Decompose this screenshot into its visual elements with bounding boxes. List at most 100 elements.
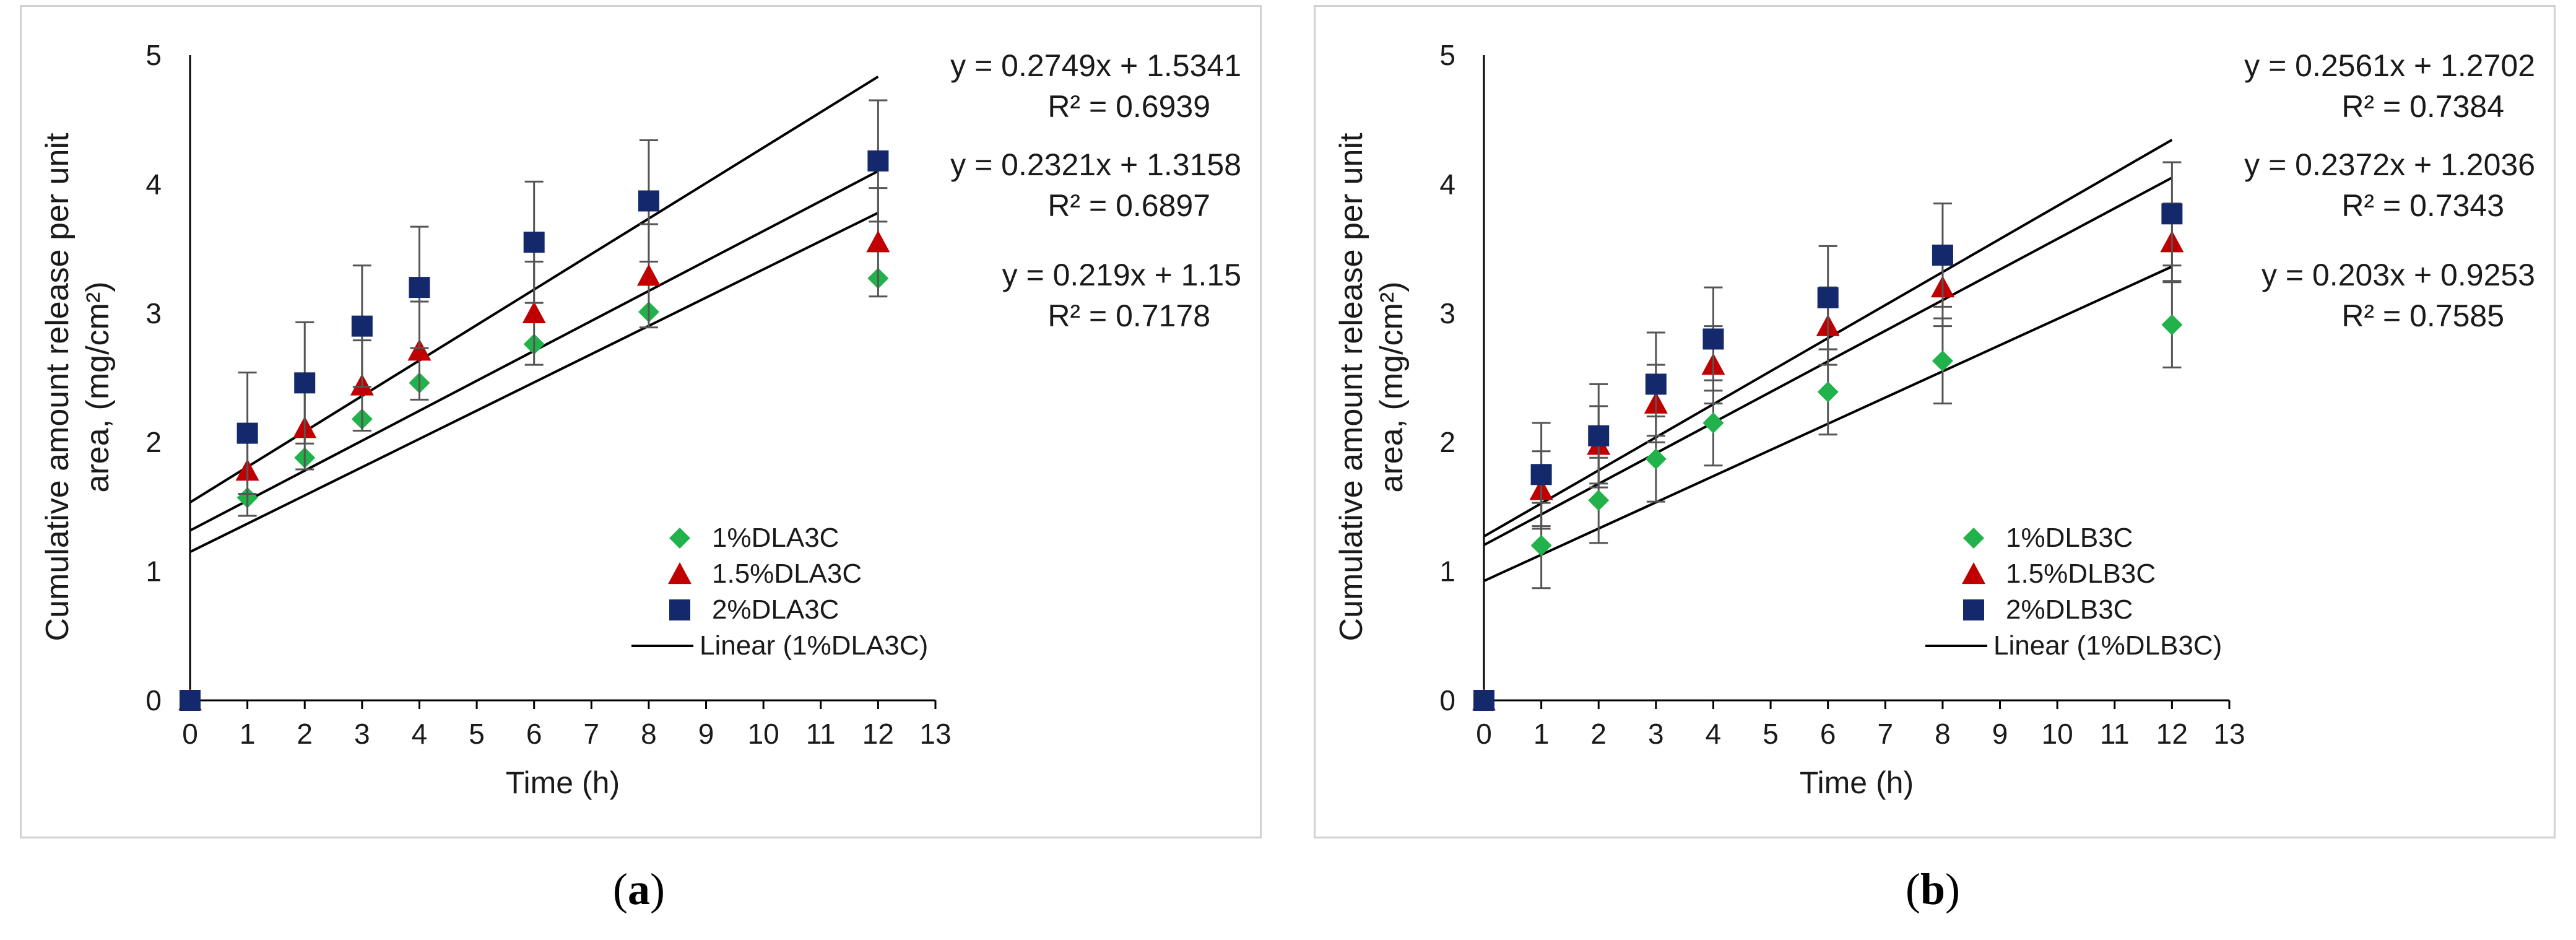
legend-label-2: 1.5%DLA3C — [712, 559, 862, 589]
data-point-diamond — [1530, 534, 1552, 556]
data-point-diamond — [1817, 381, 1839, 403]
trendline-equation-1: y = 0.2561x + 1.2702 — [2244, 48, 2535, 83]
trendline-r2-3: R² = 0.7178 — [1047, 298, 1210, 333]
x-tick-label: 7 — [584, 718, 600, 750]
legend-marker-3 — [669, 599, 690, 620]
data-point-triangle — [407, 339, 432, 361]
x-tick-label: 1 — [1533, 718, 1550, 750]
data-point-diamond — [1932, 350, 1953, 372]
data-point-square — [1702, 328, 1724, 350]
x-tick-label: 2 — [297, 718, 313, 750]
x-tick-label: 9 — [1992, 718, 2008, 750]
x-tick-label: 7 — [1878, 718, 1894, 750]
y-tick-label: 1 — [1439, 555, 1455, 588]
y-tick-label: 3 — [145, 297, 162, 329]
y-axis-title-line2: area, (mg/cm²) — [1374, 282, 1410, 493]
data-point-square — [2161, 203, 2183, 225]
data-point-diamond — [1588, 489, 1610, 511]
x-tick-label: 0 — [1476, 718, 1492, 750]
x-tick-label: 1 — [240, 718, 256, 750]
chart-panel-b: 0 1 2 3 4 5 6 7 8 9 10 11 12 13 0 1 2 3 4 5 Time (h) Cumulati… — [1314, 5, 2556, 838]
x-tick-label: 2 — [1590, 718, 1607, 750]
series-3 — [180, 99, 889, 711]
x-tick-label: 5 — [1763, 718, 1779, 750]
data-point-diamond — [1645, 448, 1667, 470]
data-point-square — [351, 315, 373, 337]
trendline-equation-3: y = 0.203x + 0.9253 — [2262, 258, 2535, 292]
x-tick-label: 6 — [526, 718, 542, 750]
x-tick-label: 11 — [806, 718, 836, 750]
data-point-square — [638, 190, 659, 212]
x-tick-label: 10 — [748, 718, 779, 750]
legend-label-4: Linear (1%DLB3C) — [1993, 630, 2222, 661]
y-tick-label: 4 — [145, 168, 162, 200]
y-tick-label: 0 — [1439, 684, 1455, 716]
trendline-equation-1: y = 0.2749x + 1.5341 — [950, 48, 1241, 83]
y-axis-title-line1: Cumulative amount release per unit — [1334, 133, 1369, 641]
x-tick-label: 12 — [862, 718, 894, 750]
trendline-r2-2: R² = 0.6897 — [1047, 188, 1210, 223]
x-tick-label: 0 — [182, 718, 198, 750]
legend-label-1: 1%DLB3C — [2006, 523, 2133, 553]
legend-label-4: Linear (1%DLA3C) — [700, 630, 928, 661]
y-tick-label: 0 — [145, 684, 162, 716]
caption-a: (a) — [613, 864, 665, 914]
data-point-square — [1588, 425, 1610, 446]
legend-label-3: 2%DLB3C — [2006, 594, 2133, 625]
x-tick-label: 11 — [2100, 718, 2130, 750]
x-tick-label: 3 — [1648, 718, 1664, 750]
data-point-triangle — [636, 264, 661, 286]
legend-label-2: 1.5%DLB3C — [2006, 559, 2156, 589]
trendline-r2-3: R² = 0.7585 — [2341, 298, 2504, 333]
x-tick-label: 6 — [1820, 718, 1836, 750]
x-tick-label: 4 — [412, 718, 428, 750]
legend-label-1: 1%DLA3C — [712, 523, 839, 553]
x-axis-title: Time (h) — [1800, 765, 1914, 800]
caption-b: (b) — [1905, 864, 1960, 914]
x-tick-label: 8 — [641, 718, 657, 750]
y-axis-title-line2: area, (mg/cm²) — [80, 282, 116, 493]
legend-marker-1 — [1963, 528, 1984, 549]
data-point-square — [1473, 690, 1494, 711]
data-point-square — [1817, 287, 1839, 308]
x-tick-label: 3 — [354, 718, 370, 750]
y-tick-label: 2 — [1439, 426, 1455, 458]
series-3 — [1473, 161, 2183, 711]
legend-marker-3 — [1963, 599, 1984, 620]
x-axis-title: Time (h) — [506, 765, 620, 800]
data-point-square — [294, 372, 316, 394]
trendline-3 — [189, 211, 879, 554]
data-point-triangle — [866, 230, 890, 253]
data-point-triangle — [522, 301, 546, 323]
chart-panel-a: 0 1 2 3 4 5 6 7 8 9 10 11 12 13 0 1 2 3 4 5 Time (h) Cumulati… — [20, 5, 1262, 838]
y-tick-label: 3 — [1439, 297, 1455, 329]
x-tick-label: 5 — [469, 718, 485, 750]
data-point-square — [867, 150, 889, 172]
y-tick-label: 4 — [1439, 168, 1455, 200]
y-axis-title-line1: Cumulative amount release per unit — [40, 133, 76, 641]
y-tick-label: 5 — [1439, 39, 1455, 71]
data-point-square — [409, 277, 430, 298]
data-point-diamond — [2161, 314, 2183, 336]
x-tick-label: 8 — [1935, 718, 1951, 750]
legend-label-3: 2%DLA3C — [712, 594, 839, 625]
trendline-r2-1: R² = 0.6939 — [1047, 89, 1210, 124]
legend-marker-1 — [669, 528, 690, 549]
data-point-diamond — [1702, 412, 1724, 433]
x-tick-label: 10 — [2042, 718, 2073, 750]
x-tick-label: 12 — [2156, 718, 2188, 750]
trendline-equation-2: y = 0.2372x + 1.2036 — [2244, 147, 2535, 182]
trendline-r2-1: R² = 0.7384 — [2341, 89, 2504, 124]
y-tick-label: 2 — [145, 426, 162, 458]
data-point-square — [1530, 464, 1552, 485]
trendline-r2-2: R² = 0.7343 — [2341, 188, 2504, 223]
data-point-square — [236, 422, 258, 444]
x-tick-label: 9 — [698, 718, 714, 750]
x-tick-label: 13 — [919, 718, 951, 750]
x-tick-label: 13 — [2213, 718, 2245, 750]
data-point-square — [1932, 245, 1953, 266]
data-point-square — [1645, 373, 1667, 395]
y-tick-label: 1 — [145, 555, 162, 588]
